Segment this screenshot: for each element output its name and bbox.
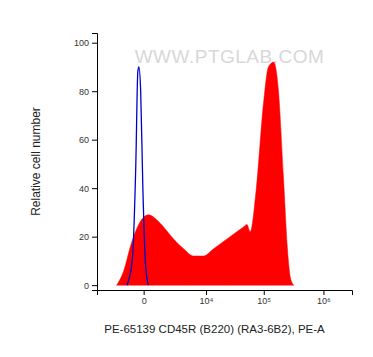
y-tick: 60 [79, 135, 97, 145]
y-tick-label: 40 [79, 184, 89, 194]
x-tick-label: 10⁴ [200, 296, 214, 306]
y-tick-label: 80 [79, 87, 89, 97]
x-tick-mark [206, 290, 207, 295]
y-axis-line [92, 34, 98, 291]
x-tick-label: 0 [142, 296, 147, 306]
y-tick-mark [92, 43, 97, 44]
x-tick: 10⁵ [257, 290, 271, 306]
y-tick-mark [92, 237, 97, 238]
x-tick: 10⁶ [317, 290, 331, 306]
y-tick: 40 [79, 184, 97, 194]
x-tick-mark [264, 290, 265, 295]
y-tick-mark [92, 91, 97, 92]
y-tick: 0 [84, 281, 97, 291]
x-tick: 0 [142, 290, 147, 306]
y-tick-mark [92, 285, 97, 286]
x-axis-line [98, 291, 353, 296]
y-tick-mark [92, 140, 97, 141]
y-tick: 80 [79, 87, 97, 97]
x-tick-label: 10⁵ [257, 296, 271, 306]
y-tick-label: 60 [79, 135, 89, 145]
x-axis-title: PE-65139 CD45R (B220) (RA3-6B2), PE-A [104, 323, 325, 335]
x-tick: 10⁴ [200, 290, 214, 306]
x-tick-label: 10⁶ [317, 296, 331, 306]
y-tick-mark [92, 188, 97, 189]
histogram-line [127, 67, 148, 285]
y-tick-label: 0 [84, 281, 89, 291]
y-tick: 100 [74, 38, 97, 48]
histogram-area [117, 62, 294, 285]
x-tick-mark [323, 290, 324, 295]
plot-area [117, 62, 294, 285]
x-axis: 0 10⁴ 10⁵ 10⁶ [98, 290, 353, 306]
y-axis: 0 20 40 60 80 100 [74, 34, 98, 291]
y-tick-label: 100 [74, 38, 89, 48]
y-tick-label: 20 [79, 232, 89, 242]
x-tick-mark [144, 290, 145, 295]
watermark: WWW.PTGLAB.COM [135, 46, 325, 67]
chart: WWW.PTGLAB.COM 0 10⁴ 10⁵ 10⁶ 0 20 40 60 80 100 PE-6… [0, 0, 373, 357]
y-tick: 20 [79, 232, 97, 242]
y-axis-title: Relative cell number [29, 107, 43, 216]
